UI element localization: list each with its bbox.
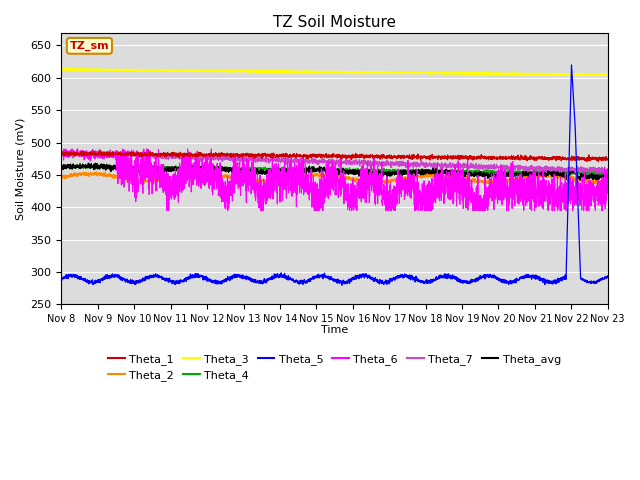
Theta_4 — [604, 171, 612, 177]
Text: TZ_sm: TZ_sm — [70, 41, 109, 51]
Line: Theta_2: Theta_2 — [61, 172, 608, 184]
Theta_7 — [58, 151, 65, 156]
Theta_5 — [152, 273, 160, 279]
Theta_avg — [58, 165, 65, 171]
Theta_6 — [593, 196, 601, 202]
Theta_4 — [58, 163, 65, 169]
Line: Theta_7: Theta_7 — [61, 150, 608, 174]
Theta_2 — [291, 176, 299, 181]
Theta_7 — [593, 169, 601, 175]
Theta_1 — [268, 155, 275, 160]
Theta_7 — [604, 169, 612, 175]
Legend: Theta_1, Theta_2, Theta_3, Theta_4, Theta_5, Theta_6, Theta_7, Theta_avg: Theta_1, Theta_2, Theta_3, Theta_4, Thet… — [104, 349, 566, 386]
Theta_2 — [599, 181, 607, 187]
Theta_3 — [61, 66, 69, 72]
Theta_5 — [338, 282, 346, 288]
Theta_6 — [534, 184, 542, 190]
Theta_2 — [593, 179, 601, 184]
Y-axis label: Soil Moisture (mV): Soil Moisture (mV) — [15, 117, 25, 220]
Theta_7 — [291, 158, 299, 164]
Line: Theta_4: Theta_4 — [61, 165, 608, 176]
Theta_7 — [120, 152, 128, 158]
Theta_1 — [95, 147, 103, 153]
Theta_1 — [120, 152, 128, 157]
Theta_7 — [587, 171, 595, 177]
Theta_3 — [291, 68, 299, 74]
Line: Theta_5: Theta_5 — [61, 65, 608, 285]
Theta_1 — [593, 156, 601, 162]
Line: Theta_1: Theta_1 — [61, 150, 608, 162]
Theta_4 — [120, 164, 128, 170]
X-axis label: Time: Time — [321, 325, 348, 336]
Theta_3 — [604, 72, 612, 77]
Theta_2 — [268, 177, 275, 182]
Theta_1 — [58, 150, 65, 156]
Theta_5 — [568, 62, 575, 68]
Theta_3 — [603, 72, 611, 78]
Theta_2 — [152, 180, 160, 185]
Theta_avg — [593, 175, 601, 181]
Theta_5 — [58, 275, 65, 281]
Theta_7 — [152, 153, 160, 158]
Line: Theta_avg: Theta_avg — [61, 163, 608, 180]
Theta_6 — [268, 188, 275, 193]
Theta_5 — [120, 277, 127, 283]
Theta_7 — [268, 156, 275, 161]
Theta_avg — [291, 167, 299, 172]
Theta_1 — [604, 156, 612, 162]
Theta_3 — [593, 71, 601, 77]
Theta_6 — [58, 149, 65, 155]
Theta_4 — [534, 169, 542, 175]
Theta_3 — [152, 68, 160, 73]
Theta_5 — [593, 277, 601, 283]
Theta_1 — [291, 153, 299, 159]
Theta_1 — [152, 151, 160, 157]
Theta_5 — [291, 278, 298, 284]
Theta_2 — [604, 180, 612, 186]
Theta_avg — [120, 164, 128, 169]
Theta_3 — [268, 68, 275, 74]
Theta_avg — [84, 160, 92, 166]
Theta_4 — [268, 167, 275, 173]
Theta_4 — [104, 162, 112, 168]
Theta_6 — [291, 180, 299, 186]
Theta_6 — [163, 207, 171, 213]
Line: Theta_6: Theta_6 — [61, 149, 608, 210]
Theta_3 — [120, 67, 128, 73]
Theta_6 — [120, 184, 128, 190]
Theta_4 — [152, 163, 160, 169]
Theta_avg — [268, 168, 275, 174]
Theta_2 — [120, 174, 128, 180]
Theta_7 — [534, 167, 542, 172]
Theta_6 — [60, 146, 68, 152]
Theta_3 — [58, 67, 65, 72]
Theta_3 — [534, 71, 542, 77]
Theta_avg — [152, 168, 160, 173]
Line: Theta_3: Theta_3 — [61, 69, 608, 75]
Theta_4 — [291, 167, 299, 172]
Title: TZ Soil Moisture: TZ Soil Moisture — [273, 15, 396, 30]
Theta_avg — [534, 172, 542, 178]
Theta_5 — [534, 274, 542, 280]
Theta_1 — [534, 155, 542, 161]
Theta_6 — [604, 187, 612, 192]
Theta_6 — [152, 166, 160, 172]
Theta_avg — [604, 175, 612, 181]
Theta_2 — [534, 173, 542, 179]
Theta_5 — [267, 275, 275, 280]
Theta_avg — [577, 177, 584, 183]
Theta_7 — [97, 147, 104, 153]
Theta_4 — [596, 173, 604, 179]
Theta_1 — [595, 159, 602, 165]
Theta_4 — [593, 169, 601, 175]
Theta_5 — [604, 274, 612, 280]
Theta_2 — [58, 176, 65, 181]
Theta_2 — [93, 169, 100, 175]
